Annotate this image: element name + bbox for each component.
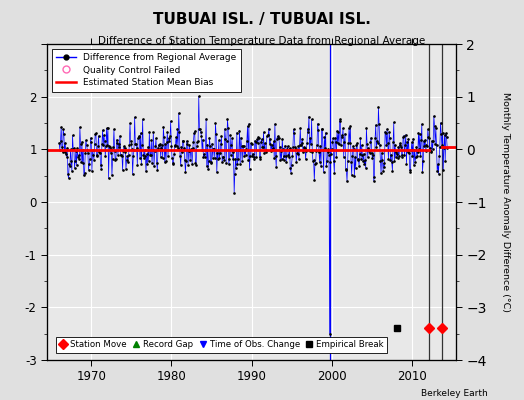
Text: Difference of Station Temperature Data from Regional Average: Difference of Station Temperature Data f… (99, 36, 425, 46)
Text: TUBUAI ISL. / TUBUAI ISL.: TUBUAI ISL. / TUBUAI ISL. (153, 12, 371, 27)
Y-axis label: Monthly Temperature Anomaly Difference (°C): Monthly Temperature Anomaly Difference (… (501, 92, 510, 312)
Legend: Station Move, Record Gap, Time of Obs. Change, Empirical Break: Station Move, Record Gap, Time of Obs. C… (56, 337, 387, 352)
Text: Berkeley Earth: Berkeley Earth (421, 389, 487, 398)
